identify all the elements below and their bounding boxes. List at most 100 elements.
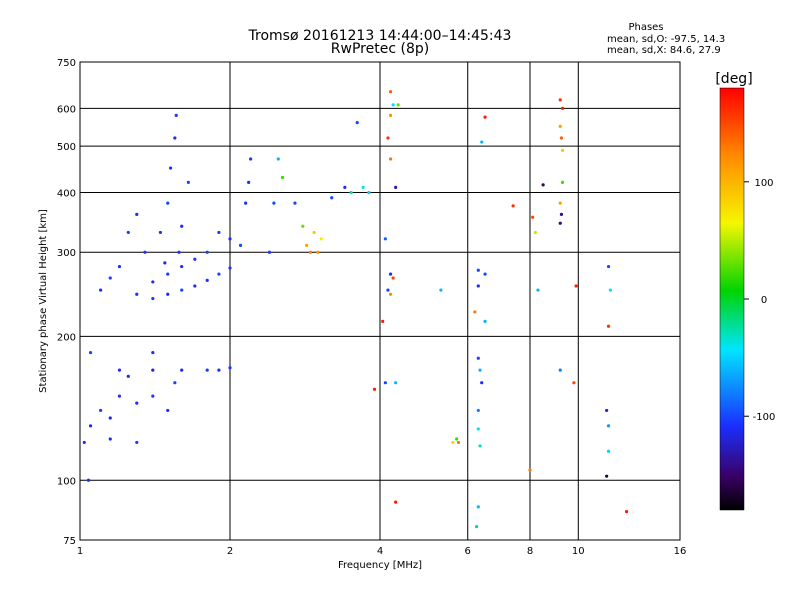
data-point — [480, 381, 484, 385]
y-tick-label: 750 — [57, 58, 76, 69]
data-point — [391, 276, 395, 280]
data-point — [238, 243, 243, 248]
data-point — [193, 284, 197, 288]
data-point — [511, 204, 515, 208]
data-point — [301, 224, 305, 228]
data-point — [267, 250, 272, 254]
data-point — [343, 185, 347, 189]
data-point — [528, 468, 532, 472]
data-point — [308, 250, 313, 254]
data-point — [558, 98, 562, 102]
data-point — [560, 148, 565, 152]
data-point — [135, 440, 139, 445]
data-point — [558, 221, 562, 225]
x-tick-label: 6 — [465, 546, 471, 557]
data-point — [180, 224, 184, 228]
data-point — [455, 437, 459, 441]
data-point — [355, 121, 359, 125]
data-point — [166, 272, 170, 276]
colorbar-tick-label: 100 — [754, 178, 773, 189]
data-point — [217, 272, 221, 276]
data-point — [88, 350, 93, 355]
data-point — [205, 368, 209, 372]
data-point — [533, 230, 537, 235]
data-point — [367, 190, 371, 195]
data-point — [151, 394, 155, 398]
data-point — [151, 280, 155, 284]
y-axis-label: Stationary phase Virtual Height [km] — [38, 209, 49, 393]
data-point — [560, 180, 565, 184]
data-point — [228, 366, 232, 370]
x-tick-label: 8 — [527, 546, 533, 557]
data-point — [474, 525, 479, 529]
data-point — [560, 106, 565, 110]
data-point — [483, 272, 487, 276]
data-point — [483, 115, 487, 119]
x-axis-label: Frequency [MHz] — [338, 560, 422, 571]
data-point — [388, 292, 393, 296]
legend-title: Phases — [628, 22, 663, 33]
data-point — [476, 505, 480, 509]
data-point — [541, 183, 545, 187]
data-point — [531, 215, 535, 219]
data-point — [476, 268, 480, 272]
data-point — [126, 230, 130, 235]
data-point — [574, 284, 578, 288]
colorbar-label: [deg] — [715, 71, 752, 87]
data-point — [173, 381, 177, 385]
data-point — [478, 444, 482, 448]
y-tick-label: 300 — [57, 248, 76, 259]
data-point — [108, 276, 112, 280]
data-point — [228, 237, 232, 241]
data-point — [174, 113, 178, 117]
data-point — [396, 103, 400, 107]
data-point — [244, 201, 248, 205]
data-point — [305, 243, 309, 248]
colorbar-gradient — [719, 87, 745, 511]
data-point — [312, 230, 316, 235]
data-point — [605, 408, 609, 413]
data-point — [439, 288, 443, 292]
data-point — [388, 157, 393, 161]
data-point — [126, 374, 130, 378]
data-point — [205, 278, 209, 282]
data-point — [316, 250, 320, 254]
data-point — [372, 387, 377, 391]
data-point — [605, 474, 609, 478]
data-point — [349, 190, 353, 195]
x-tick-label: 2 — [227, 546, 233, 557]
y-tick-label: 200 — [57, 332, 76, 343]
data-point — [483, 319, 487, 323]
data-point — [249, 157, 253, 161]
data-point — [606, 324, 611, 328]
y-tick-label: 75 — [63, 536, 76, 547]
data-points — [82, 90, 629, 529]
legend-line-o: mean, sd,O: -97.5, 14.3 — [607, 34, 725, 45]
data-point — [559, 136, 564, 140]
data-point — [606, 424, 611, 428]
data-point — [205, 250, 209, 254]
data-point — [276, 157, 280, 161]
data-point — [391, 103, 395, 107]
data-point — [394, 500, 398, 504]
data-point — [388, 272, 393, 276]
data-point — [108, 416, 112, 420]
data-point — [99, 288, 103, 292]
data-point — [572, 381, 576, 385]
x-tick-label: 16 — [674, 546, 687, 557]
data-point — [117, 264, 122, 269]
y-tick-label: 600 — [57, 104, 76, 115]
data-point — [272, 201, 276, 205]
data-point — [559, 212, 564, 216]
data-point — [558, 124, 562, 128]
data-point — [383, 381, 387, 385]
y-tick-label: 100 — [57, 476, 76, 487]
x-tick-label: 4 — [377, 546, 383, 557]
chart-title: Tromsø 20161213 14:44:00–14:45:43 — [248, 28, 512, 44]
data-point — [117, 368, 122, 372]
data-point — [361, 185, 365, 189]
grid — [80, 62, 680, 540]
data-point — [143, 250, 147, 254]
data-point — [624, 509, 629, 514]
y-tick-label: 400 — [57, 188, 76, 199]
